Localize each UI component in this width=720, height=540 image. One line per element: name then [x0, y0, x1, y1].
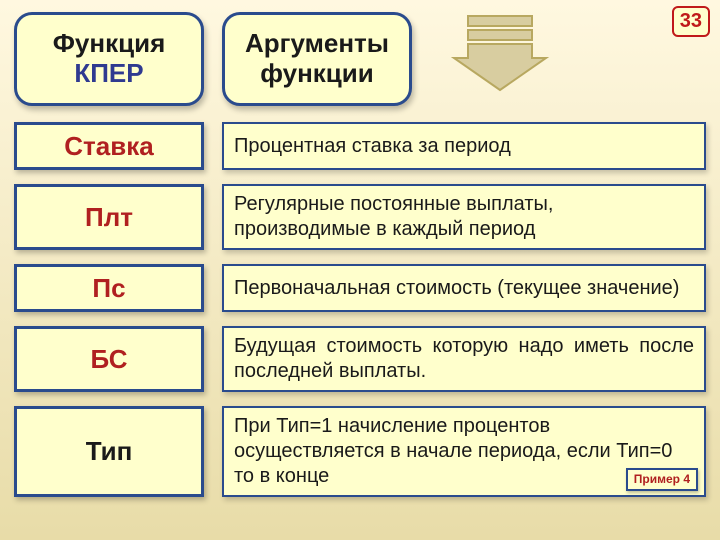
argument-label: Пс: [14, 264, 204, 312]
args-line1: Аргументы: [245, 29, 389, 59]
page-number: 33: [680, 10, 702, 32]
example-button[interactable]: Пример 4: [626, 468, 698, 491]
title-line2: КПЕР: [74, 59, 143, 89]
args-line2: функции: [260, 59, 374, 89]
argument-row: Плт Регулярные постоянные выплаты, произв…: [14, 184, 706, 250]
argument-description: При Тип=1 начисление процентов осуществл…: [222, 406, 706, 497]
argument-description: Первоначальная стоимость (текущее значен…: [222, 264, 706, 312]
argument-row: Пс Первоначальная стоимость (текущее знач…: [14, 264, 706, 312]
argument-label: Ставка: [14, 122, 204, 170]
argument-label: Плт: [14, 184, 204, 250]
argument-description-text: Первоначальная стоимость (текущее значен…: [234, 276, 679, 301]
argument-label: БС: [14, 326, 204, 392]
function-title-box: Функция КПЕР: [14, 12, 204, 106]
argument-description: Регулярные постоянные выплаты, производи…: [222, 184, 706, 250]
down-arrow-icon: [450, 12, 550, 92]
argument-description-text: Регулярные постоянные выплаты, производи…: [234, 192, 694, 242]
argument-description: Будущая стоимость которую надо иметь пос…: [222, 326, 706, 392]
argument-description-text: Процентная ставка за период: [234, 134, 511, 159]
argument-label: Тип: [14, 406, 204, 497]
argument-description-text: Будущая стоимость которую надо иметь пос…: [234, 334, 694, 384]
argument-description: Процентная ставка за период: [222, 122, 706, 170]
argument-row: Ставка Процентная ставка за период: [14, 122, 706, 170]
argument-rows: Ставка Процентная ставка за период Плт Регу…: [14, 122, 706, 497]
page-number-badge: 33: [672, 6, 710, 37]
title-line1: Функция: [53, 29, 166, 59]
argument-row: БС Будущая стоимость которую надо иметь п…: [14, 326, 706, 392]
header-row: Функция КПЕР Аргументы функции: [14, 12, 706, 106]
argument-row: ТипПри Тип=1 начисление процентов осущес…: [14, 406, 706, 497]
arguments-title-box: Аргументы функции: [222, 12, 412, 106]
